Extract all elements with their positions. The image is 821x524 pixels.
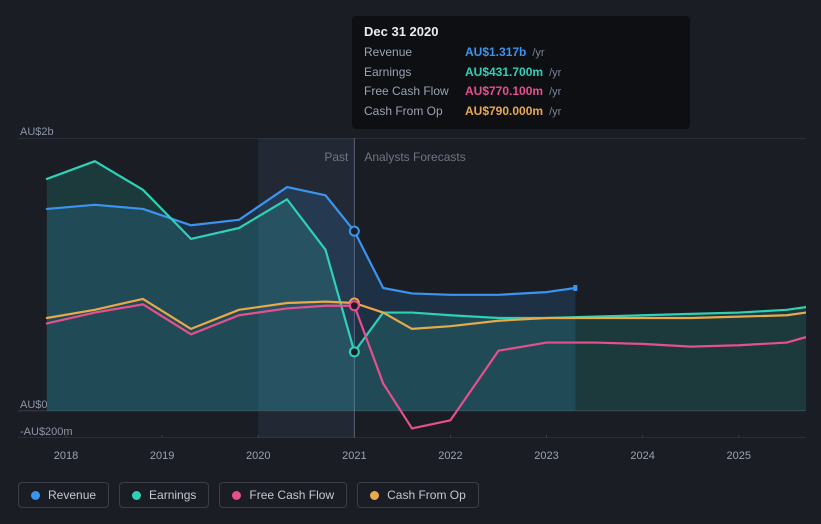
tooltip-label: Free Cash Flow xyxy=(364,82,459,101)
chart-tooltip: Dec 31 2020 Revenue AU$1.317b/yr Earnings A… xyxy=(352,16,690,129)
tooltip-unit: /yr xyxy=(532,45,544,63)
tooltip-unit: /yr xyxy=(549,65,561,83)
tooltip-date: Dec 31 2020 xyxy=(364,24,678,39)
legend-dot-icon xyxy=(31,491,40,500)
tooltip-label: Revenue xyxy=(364,43,459,62)
tooltip-value: AU$790.000m xyxy=(465,102,543,121)
x-axis-label: 2024 xyxy=(630,450,654,462)
legend-dot-icon xyxy=(132,491,141,500)
tooltip-label: Earnings xyxy=(364,63,459,82)
legend-dot-icon xyxy=(232,491,241,500)
legend-label: Cash From Op xyxy=(387,488,466,502)
legend-label: Revenue xyxy=(48,488,96,502)
x-axis-label: 2018 xyxy=(54,450,78,462)
y-axis-label: AU$2b xyxy=(20,126,54,138)
x-axis-label: 2025 xyxy=(726,450,750,462)
tooltip-value: AU$770.100m xyxy=(465,82,543,101)
tooltip-unit: /yr xyxy=(549,104,561,122)
tooltip-value: AU$431.700m xyxy=(465,63,543,82)
legend-label: Free Cash Flow xyxy=(249,488,334,502)
x-axis-label: 2023 xyxy=(534,450,558,462)
x-axis-label: 2019 xyxy=(150,450,174,462)
x-axis-label: 2020 xyxy=(246,450,270,462)
chart-plot[interactable] xyxy=(18,138,806,438)
legend-item[interactable]: Free Cash Flow xyxy=(219,482,347,508)
legend-item[interactable]: Earnings xyxy=(119,482,209,508)
legend-item[interactable]: Cash From Op xyxy=(357,482,479,508)
x-axis-label: 2021 xyxy=(342,450,366,462)
chart-legend: Revenue Earnings Free Cash Flow Cash From O… xyxy=(18,482,479,508)
legend-dot-icon xyxy=(370,491,379,500)
tooltip-label: Cash From Op xyxy=(364,102,459,121)
tooltip-row: Cash From Op AU$790.000m/yr xyxy=(364,102,678,122)
tooltip-row: Earnings AU$431.700m/yr xyxy=(364,63,678,83)
legend-label: Earnings xyxy=(149,488,196,502)
x-axis-label: 2022 xyxy=(438,450,462,462)
tooltip-row: Free Cash Flow AU$770.100m/yr xyxy=(364,82,678,102)
chart-container: AU$2bAU$0-AU$200m Past Analysts Forecast… xyxy=(18,128,806,438)
tooltip-row: Revenue AU$1.317b/yr xyxy=(364,43,678,63)
legend-item[interactable]: Revenue xyxy=(18,482,109,508)
x-axis: 2018 2019 2020 2021 2022 2023 2024 2025 xyxy=(18,450,806,470)
tooltip-unit: /yr xyxy=(549,84,561,102)
tooltip-value: AU$1.317b xyxy=(465,43,526,62)
